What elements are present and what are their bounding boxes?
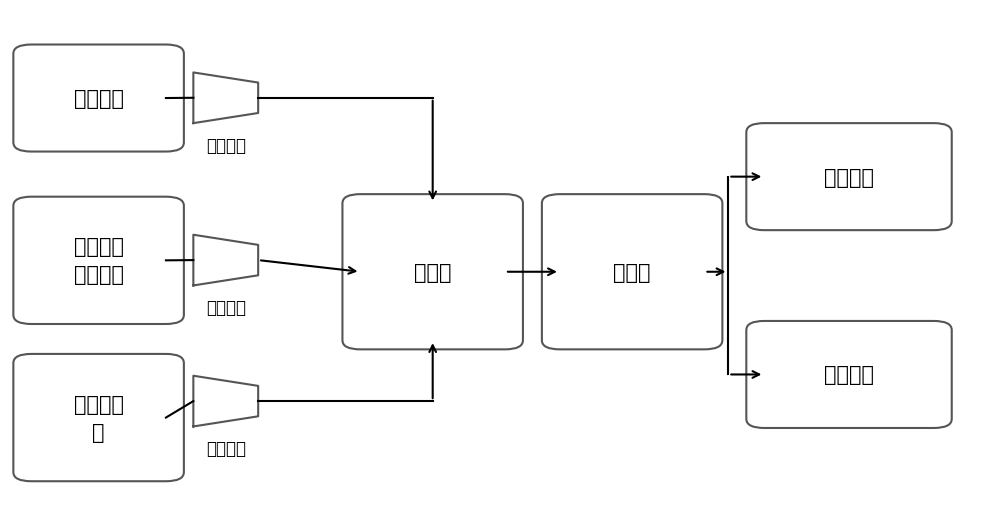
FancyBboxPatch shape	[342, 195, 523, 350]
FancyBboxPatch shape	[13, 354, 184, 482]
Polygon shape	[193, 376, 258, 427]
FancyBboxPatch shape	[13, 197, 184, 324]
Text: 反应器: 反应器	[613, 262, 651, 282]
Text: 液态单体
及调节剂: 液态单体 及调节剂	[74, 237, 124, 285]
Text: 增压设备: 增压设备	[206, 299, 246, 317]
Text: 排料设备: 排料设备	[824, 365, 874, 385]
Polygon shape	[193, 235, 258, 286]
Text: 预混罐: 预混罐	[414, 262, 451, 282]
Polygon shape	[193, 73, 258, 124]
FancyBboxPatch shape	[13, 45, 184, 152]
FancyBboxPatch shape	[746, 124, 952, 231]
Text: 排料设备: 排料设备	[824, 167, 874, 187]
Text: 反应气体: 反应气体	[74, 89, 124, 109]
FancyBboxPatch shape	[542, 195, 722, 350]
FancyBboxPatch shape	[746, 321, 952, 428]
Text: 增压设备: 增压设备	[206, 439, 246, 457]
Text: 增压设备: 增压设备	[206, 136, 246, 155]
Text: 液态引发
剂: 液态引发 剂	[74, 394, 124, 442]
